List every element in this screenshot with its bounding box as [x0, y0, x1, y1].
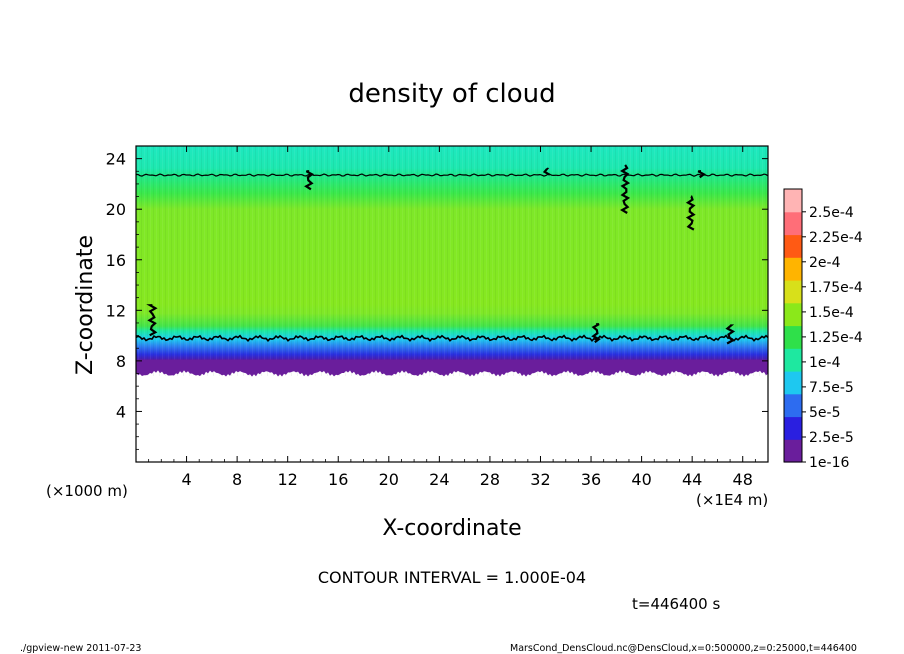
colorbar-label: 2.25e-4 [809, 230, 863, 246]
y-tick-label: 20 [106, 200, 126, 219]
x-tick-label: 16 [328, 470, 348, 489]
footer-left: ./gpview-new 2011-07-23 [20, 643, 141, 654]
colorbar-label: 2.5e-5 [809, 430, 854, 446]
y-axis-ticks: 4 8 12 16 20 24 [106, 150, 768, 450]
contour-line-lower [135, 334, 769, 343]
contour-plume [542, 167, 551, 176]
colorbar-swatch [784, 234, 802, 258]
chart-title: density of cloud [348, 79, 555, 109]
contour-plume [304, 170, 315, 191]
colorbar-swatch [784, 416, 802, 440]
time-label: t=446400 s [632, 595, 720, 613]
y-tick-label: 12 [106, 301, 126, 320]
contour-plume [685, 195, 696, 231]
y-tick-label: 24 [106, 150, 126, 169]
y-tick-label: 4 [116, 402, 126, 421]
y-unit-label: (×1000 m) [46, 482, 128, 500]
colorbar-swatch [784, 211, 802, 236]
contour-line-upper [136, 173, 769, 177]
x-tick-label: 8 [232, 470, 242, 489]
plot-area [135, 145, 769, 463]
colorbar-label: 1e-16 [809, 455, 849, 471]
colorbar-label: 2.5e-4 [809, 205, 854, 221]
y-tick-label: 16 [106, 251, 126, 270]
x-tick-label: 32 [530, 470, 550, 489]
x-tick-label: 12 [278, 470, 298, 489]
colorbar-swatch [784, 371, 802, 395]
footer-right: MarsCond_DensCloud.nc@DensCloud,x=0:5000… [510, 643, 857, 654]
y-tick-label: 8 [116, 352, 126, 371]
x-unit-label: (×1E4 m) [696, 491, 768, 509]
x-axis-title: X-coordinate [382, 516, 521, 541]
contour-plumes [146, 164, 736, 345]
field-texture [136, 146, 768, 376]
y-axis-title: Z-coordinate [73, 235, 98, 375]
x-tick-label: 28 [480, 470, 500, 489]
x-tick-label: 36 [581, 470, 601, 489]
contour-interval-text: CONTOUR INTERVAL = 1.000E-04 [318, 568, 586, 587]
colorbar-label: 1e-4 [809, 355, 841, 371]
x-tick-label: 44 [682, 470, 702, 489]
contour-plume [725, 324, 736, 345]
colorbar: 1e-16 2.5e-5 5e-5 7.5e-5 1e-4 1.25e-4 1.5e-4 1.… [783, 188, 863, 471]
colorbar-swatch [784, 302, 802, 327]
x-tick-label: 24 [429, 470, 449, 489]
colorbar-swatch [784, 280, 802, 304]
contour-plume [620, 164, 631, 214]
contour-plume [697, 170, 706, 179]
colorbar-label: 1.75e-4 [809, 280, 863, 296]
colorbar-label: 2e-4 [809, 255, 841, 271]
colorbar-label: 1.5e-4 [809, 305, 854, 321]
colorbar-label: 1.25e-4 [809, 330, 863, 346]
colorbar-label: 7.5e-5 [809, 380, 854, 396]
colorbar-swatch [784, 325, 802, 349]
colorbar-swatch [784, 348, 802, 372]
colorbar-swatch [784, 189, 802, 213]
contour-plume [591, 323, 601, 344]
contour-plume [146, 304, 158, 337]
colorbar-swatch [784, 439, 802, 463]
x-tick-label: 4 [181, 470, 191, 489]
x-tick-label: 40 [631, 470, 651, 489]
x-tick-label: 20 [379, 470, 399, 489]
x-tick-label: 48 [733, 470, 753, 489]
colorbar-frame [783, 188, 803, 463]
colorbar-label: 5e-5 [809, 405, 840, 421]
colorbar-swatch [784, 393, 802, 418]
colorbar-swatch [784, 257, 802, 281]
x-axis-ticks: 4 8 12 16 20 24 28 32 36 40 44 48 [148, 146, 756, 489]
lower-cloud-edge [136, 359, 768, 377]
